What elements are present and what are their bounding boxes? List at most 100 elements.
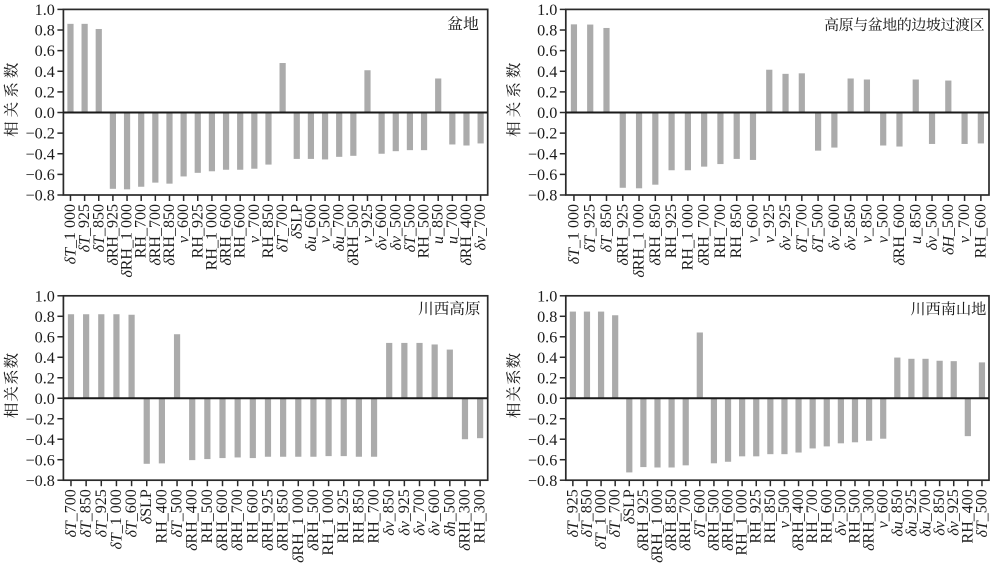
svg-text:δv_500: δv_500 (924, 204, 941, 251)
svg-text:RH_850: RH_850 (260, 204, 277, 258)
svg-text:δT_1 000: δT_1 000 (108, 489, 125, 549)
svg-text:0.0: 0.0 (35, 104, 55, 122)
svg-text:0.8: 0.8 (35, 22, 55, 40)
svg-text:δv_850: δv_850 (842, 204, 859, 251)
svg-text:RH_500: RH_500 (846, 489, 863, 543)
svg-text:δRH_850: δRH_850 (647, 204, 664, 266)
svg-text:−0.8: −0.8 (528, 472, 557, 490)
svg-text:v_700: v_700 (956, 204, 973, 243)
svg-text:−0.2: −0.2 (26, 410, 55, 428)
svg-text:δv_850: δv_850 (381, 489, 398, 536)
svg-text:δSLP: δSLP (138, 489, 155, 524)
svg-text:RH_1 000: RH_1 000 (320, 489, 337, 555)
svg-text:RH_1 000: RH_1 000 (734, 489, 751, 555)
svg-text:u_850: u_850 (430, 204, 447, 244)
svg-text:−0.2: −0.2 (528, 410, 557, 428)
svg-text:0.4: 0.4 (35, 349, 55, 367)
svg-text:δT_850: δT_850 (578, 489, 595, 537)
svg-text:RH_600: RH_600 (244, 489, 261, 543)
svg-text:δSLP: δSLP (621, 489, 638, 524)
svg-text:δT_500: δT_500 (401, 204, 418, 252)
svg-text:0.8: 0.8 (537, 308, 557, 326)
svg-text:−0.6: −0.6 (528, 166, 557, 184)
svg-text:δRH_500: δRH_500 (305, 489, 322, 551)
svg-text:1.0: 1.0 (537, 287, 557, 305)
svg-text:v_850: v_850 (858, 204, 875, 243)
svg-text:δRH_700: δRH_700 (229, 489, 246, 551)
svg-text:δRH_500: δRH_500 (705, 489, 722, 551)
svg-text:δRH_700: δRH_700 (696, 204, 713, 266)
svg-text:δSLP: δSLP (288, 204, 305, 239)
svg-text:0.6: 0.6 (35, 42, 55, 60)
svg-text:δv_850: δv_850 (931, 489, 948, 536)
svg-text:δRH_600: δRH_600 (218, 204, 235, 266)
svg-text:δT_1 000: δT_1 000 (62, 204, 79, 264)
svg-text:RH_850: RH_850 (728, 204, 745, 258)
svg-text:RH_850: RH_850 (350, 489, 367, 543)
svg-text:u_700: u_700 (444, 204, 461, 244)
svg-text:−0.2: −0.2 (26, 125, 55, 143)
svg-text:0.0: 0.0 (35, 390, 55, 408)
svg-text:0.4: 0.4 (537, 349, 557, 367)
svg-text:δT_700: δT_700 (274, 204, 291, 252)
svg-text:0.0: 0.0 (537, 104, 557, 122)
svg-text:δv_925: δv_925 (777, 204, 794, 251)
svg-text:δu_700: δu_700 (917, 489, 934, 536)
svg-text:δT_1 000: δT_1 000 (593, 489, 610, 549)
svg-text:δRH_700: δRH_700 (677, 489, 694, 551)
svg-text:RH_1 000: RH_1 000 (679, 204, 696, 270)
svg-text:δRH_925: δRH_925 (104, 204, 121, 266)
svg-text:v_925: v_925 (359, 204, 376, 243)
svg-text:δRH_300: δRH_300 (456, 489, 473, 551)
svg-text:δT_700: δT_700 (62, 489, 79, 537)
svg-text:RH_400: RH_400 (153, 489, 170, 543)
svg-text:δv_600: δv_600 (373, 204, 390, 251)
svg-text:δv_600: δv_600 (426, 489, 443, 536)
svg-text:δT_600: δT_600 (691, 489, 708, 537)
svg-text:−0.8: −0.8 (26, 472, 55, 490)
svg-text:RH_850: RH_850 (762, 489, 779, 543)
svg-text:v_600: v_600 (744, 204, 761, 243)
svg-text:−0.8: −0.8 (528, 187, 557, 205)
svg-text:δRH_1 000: δRH_1 000 (119, 204, 136, 278)
svg-text:δT_1 000: δT_1 000 (565, 204, 582, 264)
svg-text:δT_925: δT_925 (76, 204, 93, 252)
svg-text:δRH_400: δRH_400 (790, 489, 807, 551)
svg-text:δT_500: δT_500 (973, 489, 990, 537)
svg-text:−0.4: −0.4 (528, 145, 557, 163)
svg-text:δRH_400: δRH_400 (184, 489, 201, 551)
svg-text:δRH_925: δRH_925 (614, 204, 631, 266)
svg-text:1.0: 1.0 (537, 1, 557, 19)
svg-text:δv_925: δv_925 (396, 489, 413, 536)
svg-text:RH_925: RH_925 (335, 489, 352, 543)
svg-text:δRH_925: δRH_925 (259, 489, 276, 551)
svg-text:−0.8: −0.8 (26, 187, 55, 205)
svg-text:0.4: 0.4 (35, 63, 55, 81)
svg-text:0.2: 0.2 (35, 369, 55, 387)
svg-text:RH_600: RH_600 (818, 489, 835, 543)
svg-text:RH_600: RH_600 (972, 204, 989, 258)
svg-text:δT_925: δT_925 (564, 489, 581, 537)
svg-text:δv_500: δv_500 (832, 489, 849, 536)
svg-text:0.2: 0.2 (537, 83, 557, 101)
svg-text:δRH_600: δRH_600 (720, 489, 737, 551)
svg-text:1.0: 1.0 (35, 287, 55, 305)
svg-text:δRH_500: δRH_500 (345, 204, 362, 266)
svg-text:δRH_1 000: δRH_1 000 (649, 489, 666, 563)
svg-text:RH_600: RH_600 (232, 204, 249, 258)
svg-text:v_600: v_600 (875, 489, 892, 528)
svg-text:−0.6: −0.6 (528, 451, 557, 469)
svg-text:δv_700: δv_700 (472, 204, 489, 251)
svg-text:RH_925: RH_925 (189, 204, 206, 258)
svg-text:RH_925: RH_925 (748, 489, 765, 543)
svg-text:δRH_600: δRH_600 (891, 204, 908, 266)
svg-text:−0.4: −0.4 (26, 145, 55, 163)
svg-text:δu_700: δu_700 (331, 204, 348, 251)
svg-text:RH_400: RH_400 (959, 489, 976, 543)
svg-text:δv_500: δv_500 (387, 204, 404, 251)
svg-text:δT_500: δT_500 (810, 204, 827, 252)
svg-text:v_500: v_500 (875, 204, 892, 243)
svg-text:v_600: v_600 (175, 204, 192, 243)
svg-text:δT_925: δT_925 (93, 489, 110, 537)
svg-text:δT_850: δT_850 (78, 489, 95, 537)
